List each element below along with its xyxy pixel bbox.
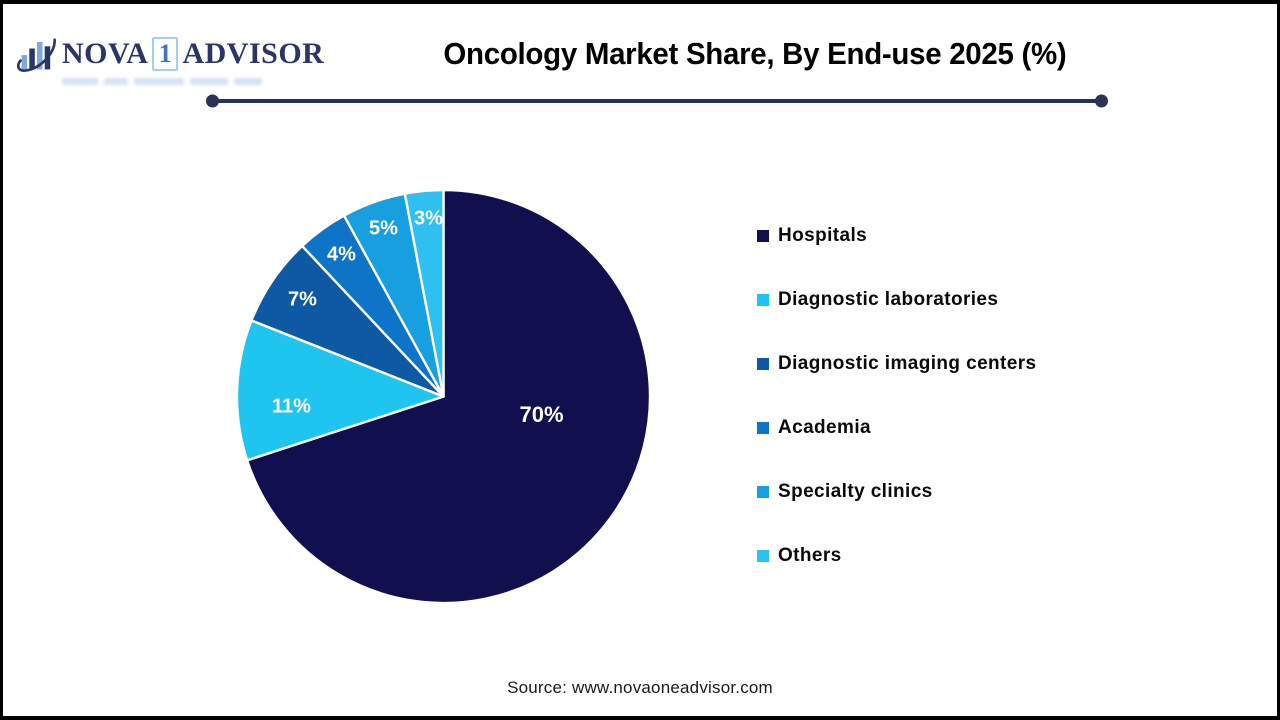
divider-left-dot bbox=[206, 94, 219, 108]
pie-data-label: 4% bbox=[327, 244, 356, 266]
logo-tagline-blur bbox=[62, 78, 262, 85]
legend-swatch bbox=[757, 230, 769, 242]
legend-label: Hospitals bbox=[778, 225, 868, 246]
legend-label: Academia bbox=[778, 417, 871, 438]
pie-chart: 70% 11% 7% 4% 5% 3% bbox=[213, 166, 674, 627]
brand-name-nova: NOVA bbox=[62, 37, 149, 70]
legend-swatch bbox=[757, 550, 769, 562]
legend-swatch bbox=[757, 358, 769, 370]
pie-data-label: 70% bbox=[519, 402, 563, 427]
pie-slice-hospitals[interactable] bbox=[245, 188, 652, 605]
title-divider-line bbox=[206, 94, 1108, 108]
logo-bars-icon bbox=[16, 38, 56, 72]
legend-swatch bbox=[757, 486, 769, 498]
source-text: Source: www.novaoneadvisor.com bbox=[507, 678, 773, 697]
legend-swatch bbox=[757, 422, 769, 434]
divider-right-dot bbox=[1095, 94, 1108, 108]
legend-label: Others bbox=[778, 545, 842, 566]
legend-item-academia[interactable]: Academia bbox=[757, 396, 1037, 460]
legend-swatch bbox=[757, 294, 769, 306]
pie-slice-diagnostic-laboratories[interactable] bbox=[235, 319, 445, 462]
pie-data-label: 3% bbox=[414, 208, 443, 230]
legend-item-hospitals[interactable]: Hospitals bbox=[757, 204, 1037, 268]
legend-item-others[interactable]: Others bbox=[757, 524, 1037, 588]
legend-item-specialty-clinics[interactable]: Specialty clinics bbox=[757, 460, 1037, 524]
legend-label: Diagnostic imaging centers bbox=[778, 353, 1037, 374]
pie-data-label: 7% bbox=[288, 289, 317, 311]
brand-name-advisor: ADVISOR bbox=[182, 37, 325, 70]
legend-item-diagnostic-laboratories[interactable]: Diagnostic laboratories bbox=[757, 268, 1037, 332]
pie-chart-svg: 70% 11% 7% 4% 5% 3% bbox=[235, 188, 652, 605]
brand-one-badge: 1 bbox=[152, 37, 179, 71]
legend-label: Specialty clinics bbox=[778, 481, 933, 502]
legend-item-diagnostic-imaging-centers[interactable]: Diagnostic imaging centers bbox=[757, 332, 1037, 396]
chart-title: Oncology Market Share, By End-use 2025 (… bbox=[443, 36, 1067, 71]
pie-data-label: 5% bbox=[369, 218, 398, 240]
pie-data-label: 11% bbox=[272, 396, 311, 418]
pie-slice-others[interactable] bbox=[403, 188, 445, 398]
chart-legend: Hospitals Diagnostic laboratories Diagnost… bbox=[757, 204, 1037, 588]
brand-name: NOVA 1 ADVISOR bbox=[62, 37, 324, 71]
brand-logo: NOVA 1 ADVISOR bbox=[16, 32, 324, 76]
legend-label: Diagnostic laboratories bbox=[778, 289, 999, 310]
